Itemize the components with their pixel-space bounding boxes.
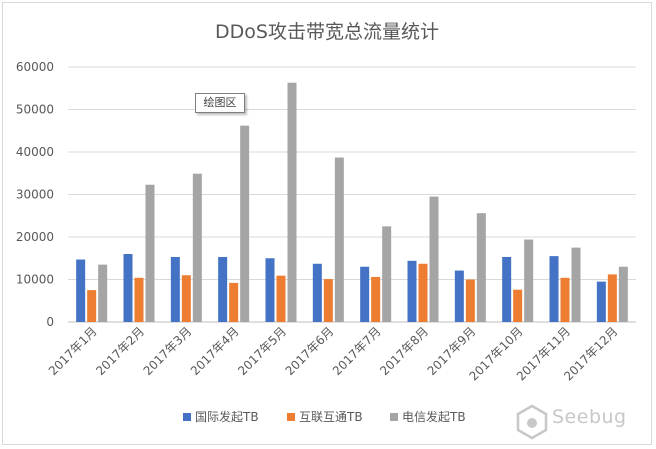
y-tick-label: 0 — [46, 315, 54, 329]
plot-area-tooltip: 绘图区 — [195, 93, 245, 113]
bar — [276, 275, 286, 322]
bar — [76, 259, 86, 322]
x-tick-label: 2017年4月 — [188, 324, 242, 378]
y-tick-label: 40000 — [16, 145, 54, 159]
y-tick-label: 30000 — [16, 188, 54, 202]
y-axis-labels: 0 10000 20000 30000 40000 50000 60000 — [16, 60, 54, 329]
bar — [98, 264, 108, 322]
bar — [382, 226, 392, 322]
bar — [465, 279, 475, 322]
bar — [170, 256, 180, 322]
bar — [323, 279, 333, 322]
bar — [240, 125, 250, 323]
chart-title: DDoS攻击带宽总流量统计 — [215, 21, 439, 43]
x-tick-label: 2017年6月 — [283, 324, 337, 378]
bar — [549, 256, 559, 322]
seebug-watermark: Seebug — [512, 403, 642, 443]
bar — [371, 276, 381, 322]
y-tick-label: 10000 — [16, 273, 54, 287]
chart-frame — [2, 2, 652, 445]
bar — [607, 274, 617, 322]
bar — [265, 258, 275, 322]
bar — [229, 282, 239, 322]
bar — [218, 256, 228, 322]
legend-swatch — [287, 413, 295, 421]
bar — [618, 266, 628, 322]
bar — [360, 266, 370, 322]
bar — [429, 196, 439, 322]
x-axis-labels: 2017年1月2017年2月2017年3月2017年4月2017年5月2017年… — [46, 324, 621, 383]
legend-label: 电信发起TB — [402, 409, 466, 424]
legend-label: 互联互通TB — [299, 410, 363, 424]
bar — [524, 239, 534, 322]
legend: 国际发起TB 互联互通TB 电信发起TB — [183, 409, 466, 424]
bar — [334, 157, 344, 322]
bar — [123, 254, 133, 322]
bar — [502, 256, 512, 322]
bar — [418, 263, 428, 322]
bars — [76, 82, 628, 323]
legend-swatch — [183, 413, 191, 421]
legend-swatch — [390, 413, 398, 421]
bar — [513, 289, 523, 322]
bar — [87, 290, 97, 322]
bar — [560, 277, 570, 322]
bar — [192, 173, 202, 322]
y-tick-label: 50000 — [16, 103, 54, 117]
watermark-text: Seebug — [552, 406, 627, 428]
bar — [571, 247, 581, 322]
bar — [134, 277, 144, 322]
bar — [181, 275, 191, 322]
bar — [287, 82, 297, 322]
bug-logo-icon — [516, 404, 548, 440]
bar — [596, 281, 606, 322]
x-tick-label: 2017年2月 — [93, 324, 147, 378]
bar — [454, 270, 464, 322]
bar — [145, 184, 155, 322]
bar — [407, 260, 417, 322]
bar — [476, 213, 486, 322]
y-tick-label: 60000 — [16, 60, 54, 74]
x-tick-label: 2017年8月 — [377, 324, 431, 378]
y-tick-label: 20000 — [16, 230, 54, 244]
bar — [312, 263, 322, 322]
legend-label: 国际发起TB — [195, 409, 259, 424]
gridlines — [68, 66, 636, 323]
x-tick-label: 2017年5月 — [235, 324, 289, 378]
x-tick-label: 2017年1月 — [46, 324, 100, 378]
x-tick-label: 2017年7月 — [330, 324, 384, 378]
x-tick-label: 2017年3月 — [141, 324, 195, 378]
